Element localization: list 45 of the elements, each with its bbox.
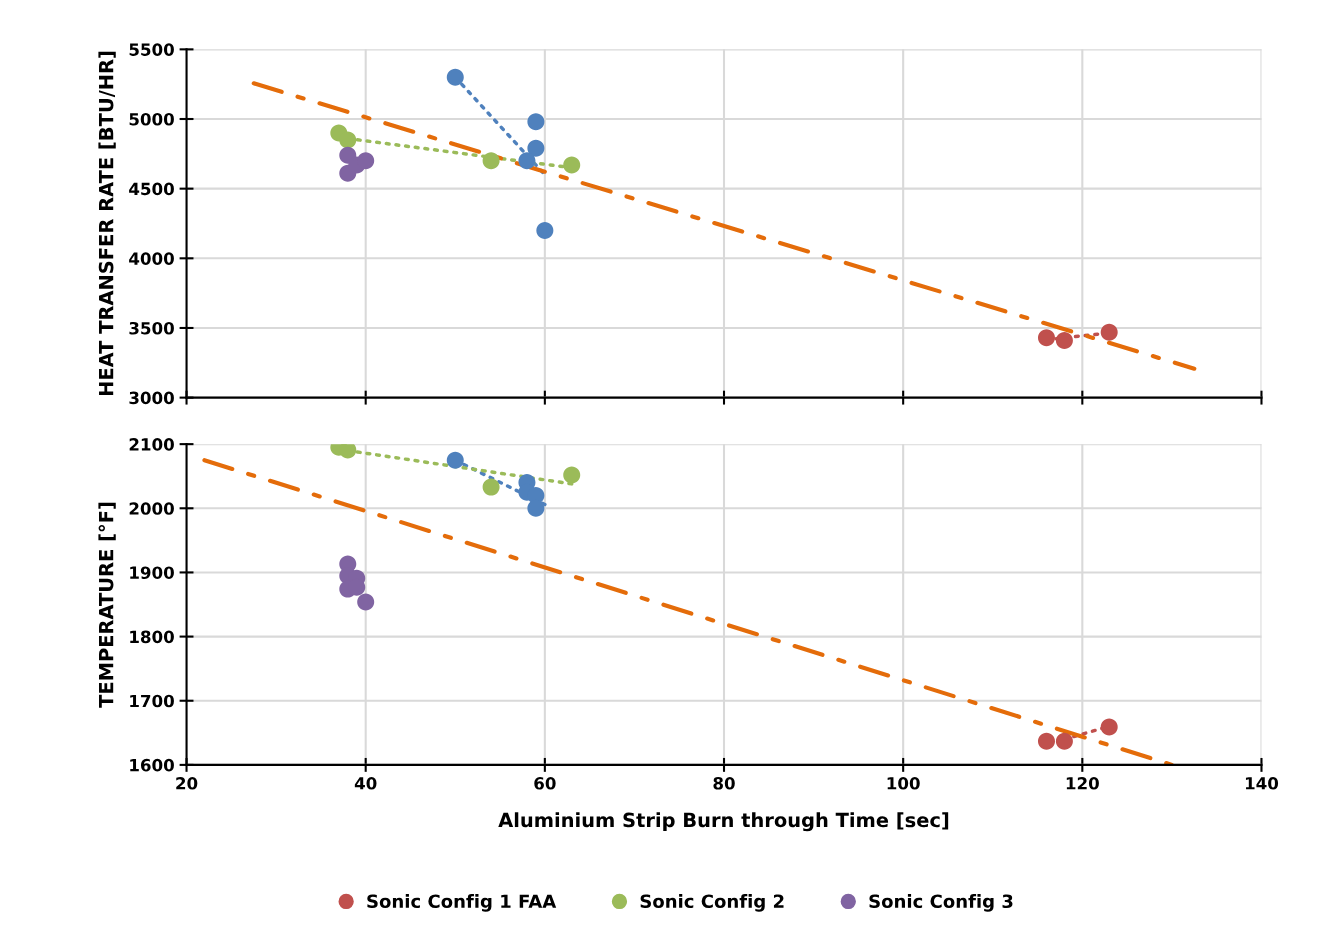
point xyxy=(357,593,375,611)
point xyxy=(1100,718,1118,736)
point xyxy=(1037,329,1055,347)
y-tick-label: 3000 xyxy=(129,391,174,405)
point xyxy=(446,451,464,469)
point xyxy=(563,156,581,174)
x-tick-label: 140 xyxy=(1245,776,1279,790)
point xyxy=(482,478,500,496)
x-tick-label: 40 xyxy=(354,776,377,790)
y-axis-title: TEMPERATURE [°F] xyxy=(98,502,116,708)
y-axis-title: HEAT TRANSFER RATE [BTU/HR] xyxy=(98,51,116,396)
y-tick-label: 5500 xyxy=(129,43,174,56)
y-tick-label: 2000 xyxy=(129,502,174,515)
y-tick-label: 3500 xyxy=(129,321,174,335)
point xyxy=(527,139,545,157)
y-tick-label: 2100 xyxy=(129,438,174,451)
point xyxy=(339,131,357,149)
x-tick-label: 20 xyxy=(176,776,198,790)
point xyxy=(339,444,357,459)
x-tick-label: 80 xyxy=(713,776,735,790)
point xyxy=(482,152,500,170)
point xyxy=(518,152,536,170)
point xyxy=(446,68,464,86)
legend-label: Sonic Config 3 xyxy=(869,894,1013,912)
point xyxy=(357,152,375,170)
legend-label: Sonic Config 2 xyxy=(640,894,784,912)
y-tick-label: 1600 xyxy=(130,758,174,772)
y-tick-label: 4000 xyxy=(129,252,174,265)
x-tick-label: 120 xyxy=(1066,776,1099,790)
legend-label: Sonic Config 1 FAA xyxy=(367,894,557,912)
point xyxy=(527,113,545,131)
point xyxy=(1037,732,1055,750)
point xyxy=(1100,323,1118,341)
point xyxy=(536,221,554,239)
point xyxy=(1055,732,1073,750)
y-tick-label: 1800 xyxy=(130,630,174,644)
y-tick-label: 4500 xyxy=(129,182,174,196)
point xyxy=(563,466,581,484)
y-tick-label: 1700 xyxy=(130,694,174,708)
x-tick-label: 60 xyxy=(534,776,556,790)
x-tick-label: 100 xyxy=(887,776,920,790)
y-tick-label: 5000 xyxy=(129,112,174,126)
x-axis-title: Aluminium Strip Burn through Time [sec] xyxy=(498,812,949,832)
point xyxy=(1055,332,1073,350)
y-tick-label: 1900 xyxy=(130,566,174,580)
